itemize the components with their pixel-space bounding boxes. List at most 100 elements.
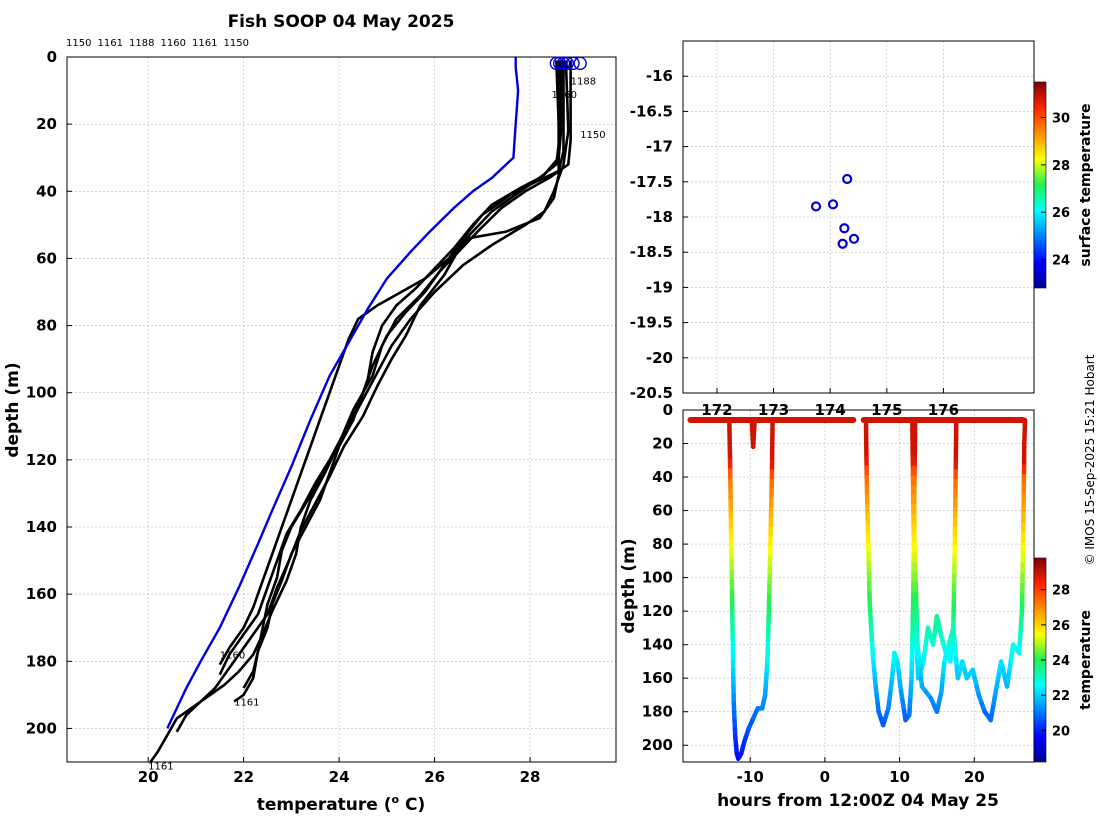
- timeseries-y-axis-label: depth (m): [619, 538, 639, 633]
- profile-y-tick-label: 80: [36, 317, 57, 335]
- profile-annotation: 1161: [234, 698, 259, 709]
- map-y-tick-label: -16: [646, 67, 673, 85]
- timeseries-x-tick-label: 0: [820, 768, 830, 786]
- map-y-tick-label: -20.5: [630, 384, 673, 402]
- colorbar-tick-label: 28: [1052, 584, 1070, 599]
- surface-marker: [560, 56, 575, 71]
- temperature-colorbar-label: temperature: [1078, 610, 1094, 710]
- profile-y-ticks: 0 20 40 60 80 100 120 140 160 180 200: [26, 48, 72, 737]
- surface-marker: [573, 56, 587, 71]
- timeseries-x-axis-label: hours from 12:00Z 04 May 25: [717, 791, 999, 811]
- profile-gridlines: [67, 56, 616, 762]
- profile-top-label: 1161: [192, 38, 217, 49]
- timeseries-x-tick-label: -10: [737, 768, 764, 786]
- map-point: [810, 201, 822, 212]
- profile-line-1150b: [242, 60, 570, 689]
- surface-temperature-colorbar: [1033, 81, 1047, 289]
- colorbar-tick-label: 30: [1052, 112, 1070, 127]
- map-y-tick-label: -17: [646, 138, 673, 156]
- map-y-tick-label: -18: [646, 208, 673, 226]
- profile-series: [149, 57, 572, 763]
- profile-annotation: 1160: [220, 651, 245, 662]
- map-point: [837, 238, 848, 249]
- profile-annotations: 1188 1160 1150 1160 1161 1161: [148, 77, 605, 773]
- map-point: [848, 233, 860, 244]
- climatology-line: [166, 57, 520, 729]
- timeseries-y-tick-label: 20: [652, 435, 673, 453]
- profile-y-axis-label: depth (m): [3, 362, 23, 457]
- colorbar-tick-label: 28: [1052, 159, 1070, 174]
- surface-temperature-colorbar-ticks: 24 26 28 30: [1041, 112, 1070, 269]
- profile-line-1161b: [218, 60, 563, 666]
- map-y-tick-label: -17.5: [630, 173, 673, 191]
- map-chart: 172 173 174 175 176 -16-16.5-17-17.5-18-18.5…: [630, 40, 1094, 419]
- profile-y-tick-label: 0: [47, 48, 57, 66]
- profile-surface-markers: [549, 56, 587, 71]
- credit-text: © IMOS 15-Sep-2025 15:21 Hobart: [1083, 354, 1097, 565]
- profile-y-tick-label: 160: [26, 585, 57, 603]
- surface-marker: [556, 56, 571, 71]
- timeseries-y-tick-label: 160: [642, 669, 673, 687]
- profile-y-tick-label: 100: [26, 384, 57, 402]
- profile-y-tick-label: 180: [26, 652, 57, 670]
- profile-annotation: 1188: [571, 77, 596, 88]
- profile-top-label: 1150: [224, 38, 249, 49]
- map-point: [839, 223, 850, 234]
- profile-x-tick-label: 22: [233, 768, 254, 786]
- timeseries-series: [687, 417, 1028, 761]
- colorbar-tick-label: 22: [1052, 689, 1070, 704]
- colorbar-tick-label: 26: [1052, 619, 1070, 634]
- profile-annotation: 1150: [580, 130, 605, 141]
- profile-annotation: 1161: [148, 761, 173, 772]
- timeseries-y-tick-label: 180: [642, 703, 673, 721]
- timeseries-y-tick-label: 40: [652, 468, 673, 486]
- colorbar-tick-label: 20: [1052, 724, 1070, 739]
- map-gridlines: [683, 41, 1034, 394]
- timeseries-y-tick-label: 100: [642, 569, 673, 587]
- profile-y-tick-label: 20: [36, 115, 57, 133]
- profile-x-tick-label: 28: [520, 768, 541, 786]
- profile-y-tick-label: 60: [36, 249, 57, 267]
- profile-top-label: 1150: [66, 38, 91, 49]
- colorbar-tick-label: 24: [1052, 254, 1070, 269]
- timeseries-y-tick-label: 0: [663, 401, 673, 419]
- profile-line-1160: [218, 60, 561, 676]
- timeseries-y-tick-label: 80: [652, 535, 673, 553]
- surface-marker: [552, 56, 567, 71]
- map-y-tick-label: -19: [646, 278, 673, 296]
- profile-top-labels: 1150 1161 1188 1160 1161 1150: [66, 38, 249, 49]
- map-y-tick-label: -19.5: [630, 314, 673, 332]
- profile-x-axis-label: temperature (o C): [257, 793, 426, 815]
- timeseries-x-tick-label: 10: [889, 768, 910, 786]
- colorbar-tick-label: 26: [1052, 206, 1070, 221]
- profile-x-tick-label: 20: [138, 768, 159, 786]
- profile-top-label: 1188: [129, 38, 154, 49]
- profile-x-tick-label: 26: [424, 768, 445, 786]
- map-y-tick-label: -16.5: [630, 102, 673, 120]
- figure-title: Fish SOOP 04 May 2025: [228, 12, 455, 32]
- map-points: [810, 173, 860, 249]
- map-y-ticks: -16 -16.5 -17 -17.5 -18 -18.5 -19 -19.5 -20 -20.5: [630, 67, 688, 402]
- timeseries-y-tick-label: 120: [642, 602, 673, 620]
- colorbar-tick-label: 24: [1052, 654, 1070, 669]
- profile-line-1150: [175, 60, 561, 733]
- profile-y-tick-label: 140: [26, 518, 57, 536]
- map-point: [842, 173, 853, 185]
- profile-y-tick-label: 120: [26, 451, 57, 469]
- temperature-colorbar-ticks: 20 22 24 26 28: [1041, 584, 1070, 739]
- profile-x-ticks: 20 22 24 26 28: [138, 757, 541, 786]
- profile-x-tick-label: 24: [329, 768, 350, 786]
- profile-top-label: 1160: [161, 38, 186, 49]
- map-y-tick-label: -20: [646, 349, 673, 367]
- profile-y-tick-label: 40: [36, 182, 57, 200]
- map-point: [827, 199, 839, 210]
- timeseries-y-tick-label: 60: [652, 502, 673, 520]
- surface-marker: [549, 56, 564, 71]
- surface-temperature-colorbar-label: surface temperature: [1078, 103, 1094, 266]
- profile-top-label: 1161: [98, 38, 123, 49]
- profile-y-tick-label: 200: [26, 719, 57, 737]
- profile-line-1161: [149, 60, 572, 763]
- profile-annotation: 1160: [552, 90, 577, 101]
